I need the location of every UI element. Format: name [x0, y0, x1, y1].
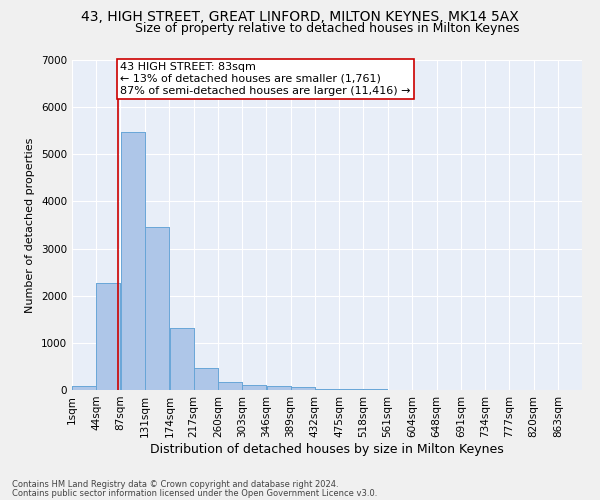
- Bar: [242, 386, 266, 390]
- Bar: [121, 132, 145, 390]
- Y-axis label: Number of detached properties: Number of detached properties: [25, 138, 35, 312]
- Bar: [315, 388, 339, 390]
- Bar: [291, 388, 315, 390]
- Bar: [218, 382, 242, 390]
- Bar: [266, 386, 290, 390]
- Text: Contains HM Land Registry data © Crown copyright and database right 2024.: Contains HM Land Registry data © Crown c…: [12, 480, 338, 489]
- Bar: [121, 132, 145, 390]
- Text: 43 HIGH STREET: 83sqm
← 13% of detached houses are smaller (1,761)
87% of semi-d: 43 HIGH STREET: 83sqm ← 13% of detached …: [120, 62, 410, 96]
- Bar: [170, 328, 194, 390]
- Bar: [97, 282, 121, 390]
- Bar: [72, 386, 96, 390]
- Text: Contains public sector information licensed under the Open Government Licence v3: Contains public sector information licen…: [12, 488, 377, 498]
- Bar: [242, 386, 266, 390]
- Bar: [194, 368, 218, 390]
- Bar: [218, 382, 242, 390]
- Bar: [72, 386, 96, 390]
- Bar: [145, 227, 169, 390]
- Bar: [339, 389, 363, 390]
- Bar: [194, 368, 218, 390]
- Bar: [339, 389, 363, 390]
- Bar: [97, 282, 121, 390]
- Bar: [170, 328, 194, 390]
- Bar: [291, 388, 315, 390]
- Bar: [315, 388, 339, 390]
- X-axis label: Distribution of detached houses by size in Milton Keynes: Distribution of detached houses by size …: [150, 442, 504, 456]
- Text: 43, HIGH STREET, GREAT LINFORD, MILTON KEYNES, MK14 5AX: 43, HIGH STREET, GREAT LINFORD, MILTON K…: [81, 10, 519, 24]
- Title: Size of property relative to detached houses in Milton Keynes: Size of property relative to detached ho…: [135, 22, 519, 35]
- Bar: [266, 386, 290, 390]
- Bar: [145, 227, 169, 390]
